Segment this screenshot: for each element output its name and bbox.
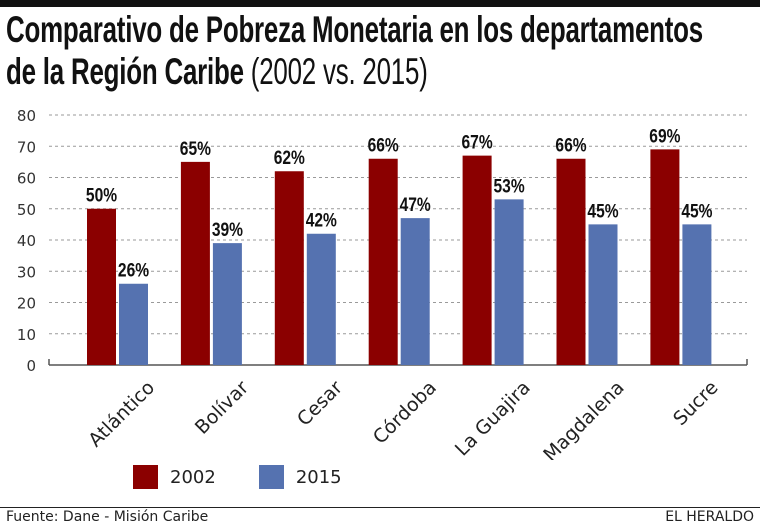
bar-2015-4: [494, 199, 524, 365]
data-label-2015-2: 42%: [306, 209, 337, 231]
legend-item-2015: 2015: [258, 465, 342, 489]
footer-rule: [0, 507, 760, 508]
data-label-2002-2: 62%: [274, 147, 305, 169]
y-tick-label-50: 50: [17, 201, 36, 219]
y-tick-label-80: 80: [17, 107, 36, 125]
y-tick-label-20: 20: [17, 295, 36, 313]
category-labels: Atlántico Bolívar Cesar Córdoba La Guajira Ma…: [84, 376, 722, 460]
category-label-1: Bolívar: [191, 376, 253, 438]
source-note: Fuente: Dane - Misión Caribe: [6, 509, 209, 525]
brand-name: EL HERALDO: [665, 509, 754, 525]
y-tick-label-70: 70: [17, 138, 36, 156]
y-tick-label-40: 40: [17, 232, 36, 250]
bar-2002-4: [462, 155, 492, 365]
gridlines: [49, 114, 747, 335]
data-label-2002-4: 67%: [462, 131, 493, 153]
y-tick-label-0: 0: [26, 357, 36, 375]
y-axis-ticks: 0 10 20 30 40 50 60 70 80: [17, 107, 36, 375]
bar-2015-5: [588, 224, 618, 365]
data-label-2002-1: 65%: [180, 137, 211, 159]
data-label-2015-3: 47%: [400, 194, 431, 216]
bar-2015-0: [119, 283, 148, 365]
bar-2015-2: [306, 233, 336, 365]
x-axis: [48, 359, 748, 366]
data-label-2015-4: 53%: [494, 175, 525, 197]
bars: [87, 149, 712, 365]
data-label-2015-6: 45%: [681, 200, 712, 222]
category-label-2: Cesar: [293, 376, 347, 430]
legend-label-2002: 2002: [170, 466, 216, 488]
top-rule: [0, 0, 760, 7]
y-tick-label-60: 60: [17, 170, 36, 188]
legend: 2002 2015: [133, 465, 342, 489]
data-label-2002-0: 50%: [86, 184, 117, 206]
legend-item-2002: 2002: [133, 465, 216, 489]
title-suffix: (2002 vs. 2015): [250, 51, 428, 92]
data-label-2015-1: 39%: [212, 219, 243, 241]
bar-2002-5: [556, 158, 586, 365]
data-labels: 50% 26% 65% 39% 62% 42% 66% 47% 67%53% 66% 45% 69% 4…: [86, 125, 713, 281]
chart-title: Comparativo de Pobreza Monetaria en los …: [6, 9, 703, 93]
category-label-6: Sucre: [669, 377, 722, 430]
title-line-1: Comparativo de Pobreza Monetaria en los …: [6, 9, 703, 50]
y-tick-label-10: 10: [17, 326, 36, 344]
title-line-2-main: de la Región Caribe: [6, 51, 244, 92]
legend-label-2015: 2015: [295, 466, 342, 488]
bar-2015-6: [682, 224, 712, 365]
category-label-3: Córdoba: [369, 377, 441, 449]
category-label-0: Atlántico: [84, 377, 159, 452]
category-label-5: Magdalena: [539, 377, 628, 460]
title-line-2: de la Región Caribe (2002 vs. 2015): [6, 51, 703, 93]
legend-swatch-2015: [258, 465, 284, 489]
bar-2002-0: [87, 208, 116, 365]
bar-chart: 0 10 20 30 40 50 60 70 80 50% 26% 65% 39% 62% 42% 66% 4…: [17, 107, 748, 460]
data-label-2002-6: 69%: [649, 125, 680, 147]
bar-2002-1: [180, 161, 210, 365]
legend-swatch-2002: [133, 465, 158, 489]
y-tick-label-30: 30: [17, 263, 36, 281]
bar-2015-3: [400, 218, 430, 365]
bar-2002-3: [368, 158, 398, 365]
data-label-2002-3: 66%: [368, 134, 399, 156]
category-label-4: La Guajira: [451, 377, 535, 460]
bar-2015-1: [212, 243, 242, 365]
bar-2002-6: [650, 149, 680, 365]
data-label-2015-0: 26%: [118, 259, 149, 281]
data-label-2015-5: 45%: [587, 200, 618, 222]
bar-2002-2: [274, 171, 304, 365]
data-label-2002-5: 66%: [555, 134, 586, 156]
